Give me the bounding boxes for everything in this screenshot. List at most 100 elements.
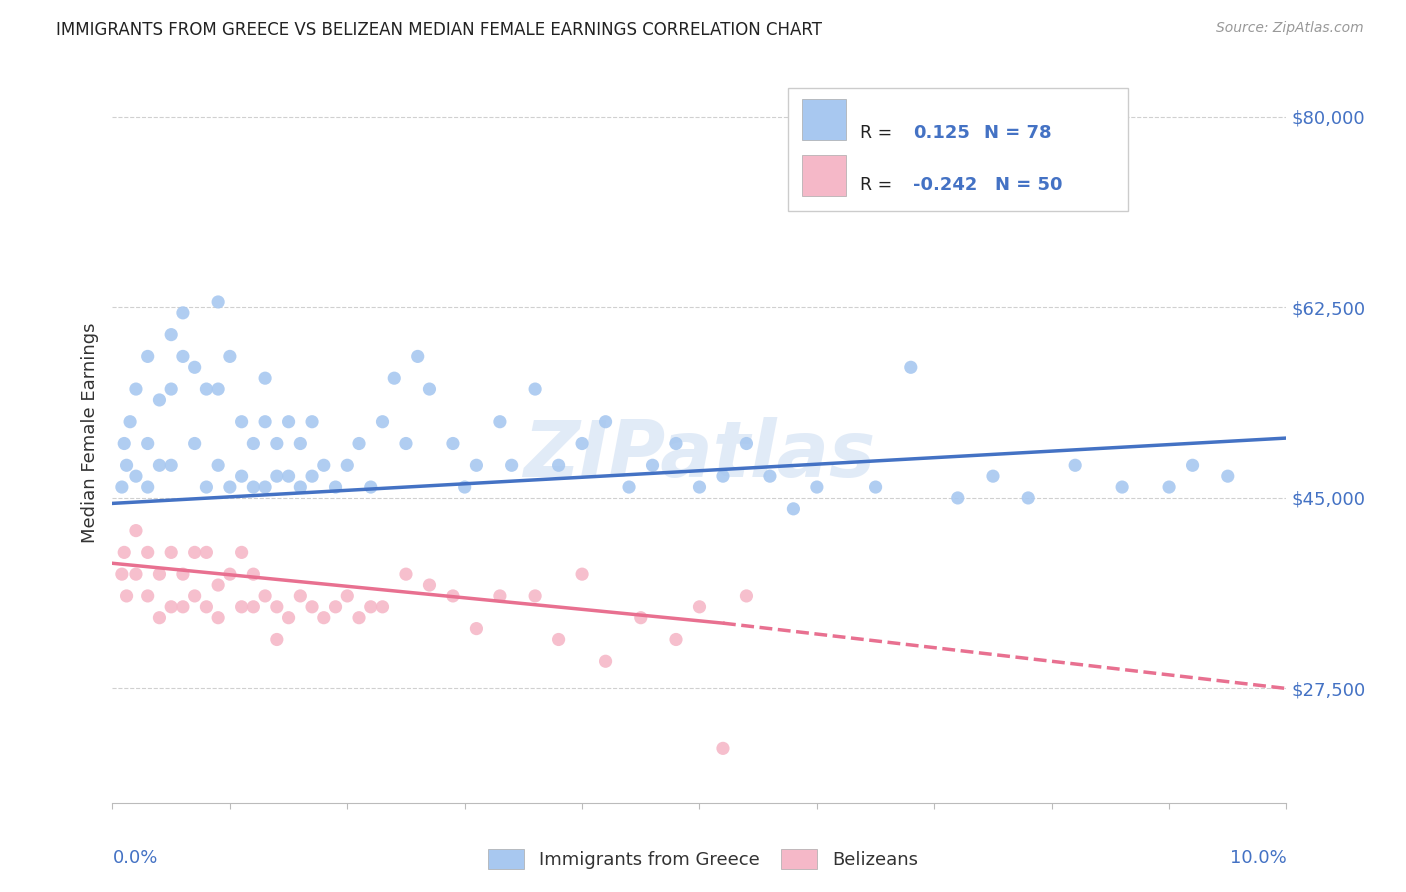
Point bbox=[1159, 480, 1181, 494]
Point bbox=[231, 545, 253, 559]
Point bbox=[806, 480, 828, 494]
Point bbox=[524, 382, 547, 396]
Point bbox=[1017, 491, 1039, 505]
Point bbox=[617, 480, 640, 494]
Point bbox=[183, 360, 205, 375]
Point bbox=[735, 436, 758, 450]
Point bbox=[254, 480, 277, 494]
Point bbox=[125, 567, 148, 582]
Point bbox=[231, 415, 253, 429]
Point bbox=[242, 480, 264, 494]
Point bbox=[395, 436, 418, 450]
Point bbox=[347, 610, 370, 624]
Point bbox=[277, 415, 299, 429]
Point bbox=[711, 469, 734, 483]
Point bbox=[501, 458, 523, 473]
Point bbox=[242, 599, 264, 614]
Point bbox=[183, 589, 205, 603]
Point bbox=[231, 599, 253, 614]
Point bbox=[160, 327, 183, 342]
Point bbox=[115, 458, 138, 473]
Point bbox=[336, 589, 359, 603]
Point bbox=[148, 610, 170, 624]
Point bbox=[336, 458, 359, 473]
Point bbox=[219, 567, 242, 582]
Point bbox=[183, 545, 205, 559]
Text: -0.242: -0.242 bbox=[912, 176, 977, 194]
Legend: Immigrants from Greece, Belizeans: Immigrants from Greece, Belizeans bbox=[479, 839, 927, 879]
Point bbox=[1181, 458, 1204, 473]
Point bbox=[641, 458, 664, 473]
Point bbox=[242, 436, 264, 450]
Point bbox=[277, 469, 299, 483]
Point bbox=[418, 578, 440, 592]
Point bbox=[195, 480, 218, 494]
Point bbox=[125, 524, 148, 538]
Point bbox=[148, 392, 170, 407]
Point bbox=[266, 632, 288, 647]
Point bbox=[900, 360, 922, 375]
Point bbox=[946, 491, 969, 505]
Point bbox=[112, 545, 135, 559]
Text: R =: R = bbox=[860, 176, 893, 194]
Point bbox=[160, 458, 183, 473]
Point bbox=[125, 382, 148, 396]
Text: R =: R = bbox=[860, 124, 893, 142]
Point bbox=[112, 436, 135, 450]
Point bbox=[465, 622, 488, 636]
Point bbox=[219, 480, 242, 494]
Point bbox=[325, 599, 347, 614]
Point bbox=[360, 599, 382, 614]
Point bbox=[489, 415, 512, 429]
Point bbox=[571, 567, 593, 582]
Point bbox=[115, 589, 138, 603]
Point bbox=[290, 589, 312, 603]
Point bbox=[453, 480, 475, 494]
Text: Source: ZipAtlas.com: Source: ZipAtlas.com bbox=[1216, 21, 1364, 35]
Point bbox=[630, 610, 652, 624]
Point bbox=[242, 567, 264, 582]
Point bbox=[148, 567, 170, 582]
Point bbox=[111, 567, 134, 582]
Point bbox=[441, 436, 464, 450]
Point bbox=[489, 589, 512, 603]
Text: ZIPatlas: ZIPatlas bbox=[523, 417, 876, 493]
Point bbox=[172, 350, 194, 364]
Point bbox=[136, 480, 159, 494]
Point bbox=[301, 469, 323, 483]
Point bbox=[266, 436, 288, 450]
Point bbox=[195, 382, 218, 396]
Point bbox=[266, 469, 288, 483]
Point bbox=[207, 578, 229, 592]
Point bbox=[689, 480, 711, 494]
Point bbox=[160, 599, 183, 614]
Text: 0.125: 0.125 bbox=[912, 124, 970, 142]
FancyBboxPatch shape bbox=[801, 99, 846, 140]
Point bbox=[711, 741, 734, 756]
Point bbox=[371, 599, 394, 614]
Point bbox=[195, 545, 218, 559]
Point bbox=[136, 589, 159, 603]
FancyBboxPatch shape bbox=[801, 155, 846, 195]
Text: 0.0%: 0.0% bbox=[112, 849, 157, 867]
Point bbox=[277, 610, 299, 624]
Point bbox=[254, 589, 277, 603]
Point bbox=[172, 599, 194, 614]
Point bbox=[571, 436, 593, 450]
Point bbox=[254, 415, 277, 429]
Y-axis label: Median Female Earnings: Median Female Earnings bbox=[80, 322, 98, 543]
Point bbox=[347, 436, 370, 450]
Point bbox=[782, 501, 804, 516]
Point bbox=[290, 480, 312, 494]
Point bbox=[160, 545, 183, 559]
Point bbox=[981, 469, 1004, 483]
Point bbox=[418, 382, 440, 396]
Point bbox=[465, 458, 488, 473]
Point bbox=[524, 589, 547, 603]
Text: N = 78: N = 78 bbox=[984, 124, 1052, 142]
Point bbox=[183, 436, 205, 450]
Point bbox=[312, 458, 335, 473]
Point bbox=[148, 458, 170, 473]
Point bbox=[207, 382, 229, 396]
Point bbox=[665, 632, 688, 647]
